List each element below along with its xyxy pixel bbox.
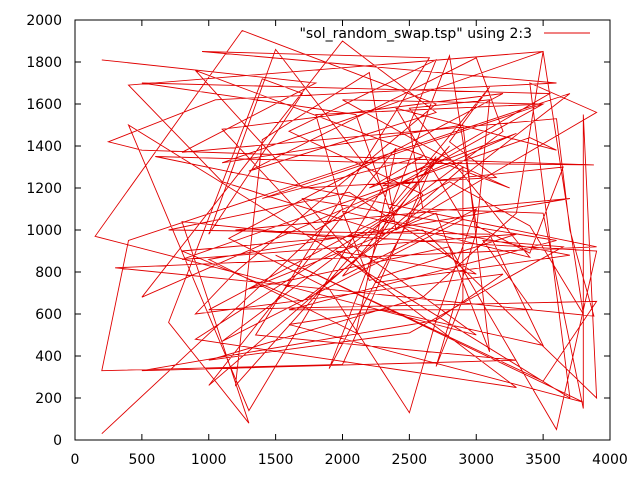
x-tick-label: 1500 [258,452,294,468]
y-tick-label: 400 [35,349,62,365]
x-tick-label: 3000 [458,452,494,468]
tick-labels: 0 500 1000 1500 2000 2500 3000 3500 4000 0 200 400 6… [26,13,627,468]
x-tick-label: 0 [71,452,80,468]
y-tick-label: 2000 [26,13,62,29]
y-tick-label: 0 [53,433,62,449]
x-tick-label: 4000 [592,452,628,468]
y-tick-label: 1400 [26,139,62,155]
legend: "sol_random_swap.tsp" using 2:3 [299,26,590,42]
x-tick-label: 3500 [525,452,561,468]
legend-label: "sol_random_swap.tsp" using 2:3 [299,26,532,42]
series-line [94,29,598,435]
x-tick-label: 2500 [392,452,428,468]
series-layer [94,29,598,435]
y-tick-label: 600 [35,307,62,323]
y-tick-label: 1000 [26,223,62,239]
y-tick-label: 1600 [26,97,62,113]
y-tick-label: 1800 [26,55,62,71]
y-tick-label: 1200 [26,181,62,197]
y-tick-label: 800 [35,265,62,281]
plot-frame [74,19,611,441]
x-tick-label: 1000 [191,452,227,468]
x-tick-label: 2000 [325,452,361,468]
y-tick-label: 200 [35,391,62,407]
x-tick-label: 500 [129,452,156,468]
